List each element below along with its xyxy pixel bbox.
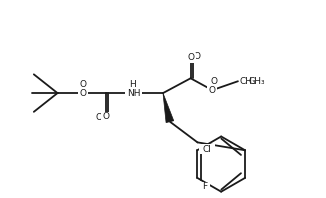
- Text: F: F: [202, 182, 208, 191]
- Text: H: H: [129, 80, 136, 89]
- Text: O: O: [187, 53, 194, 62]
- FancyBboxPatch shape: [207, 85, 217, 95]
- Text: O: O: [80, 80, 87, 89]
- Text: Cl: Cl: [203, 145, 212, 154]
- Text: N: N: [135, 89, 142, 98]
- Polygon shape: [163, 93, 174, 123]
- FancyBboxPatch shape: [101, 112, 111, 122]
- FancyBboxPatch shape: [186, 53, 196, 63]
- Text: O: O: [209, 86, 216, 95]
- FancyBboxPatch shape: [125, 87, 142, 101]
- Text: CH₃: CH₃: [249, 77, 265, 86]
- Text: O: O: [96, 113, 102, 122]
- Text: NH: NH: [127, 89, 140, 98]
- Text: Cl: Cl: [205, 145, 214, 154]
- Text: O: O: [211, 77, 218, 86]
- FancyBboxPatch shape: [199, 144, 215, 154]
- Text: CH₃: CH₃: [240, 77, 257, 86]
- Text: F: F: [204, 182, 210, 191]
- FancyBboxPatch shape: [78, 88, 88, 98]
- FancyBboxPatch shape: [200, 182, 210, 192]
- Text: O: O: [193, 52, 200, 61]
- Text: O: O: [80, 89, 87, 98]
- Text: O: O: [102, 112, 109, 121]
